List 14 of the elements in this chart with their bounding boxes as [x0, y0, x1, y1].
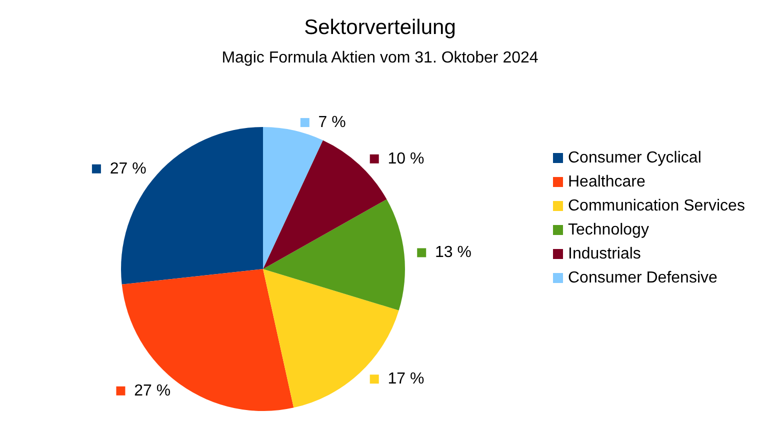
legend-label: Communication Services — [568, 198, 745, 214]
data-label: 27 % — [100, 160, 146, 178]
legend-label: Healthcare — [568, 174, 646, 190]
chart-subtitle: Magic Formula Aktien vom 31. Oktober 2024 — [222, 50, 538, 66]
legend-label: Consumer Defensive — [568, 270, 718, 286]
data-label: 27 % — [125, 382, 171, 400]
legend-label: Consumer Cyclical — [568, 150, 702, 166]
legend-label: Industrials — [568, 246, 641, 262]
chart-title: Sektorverteilung — [304, 16, 456, 39]
data-label: 17 % — [378, 370, 424, 388]
data-label: 7 % — [309, 114, 346, 132]
legend-label: Technology — [568, 222, 649, 238]
data-label: 13 % — [426, 244, 472, 262]
data-label: 10 % — [378, 150, 424, 168]
